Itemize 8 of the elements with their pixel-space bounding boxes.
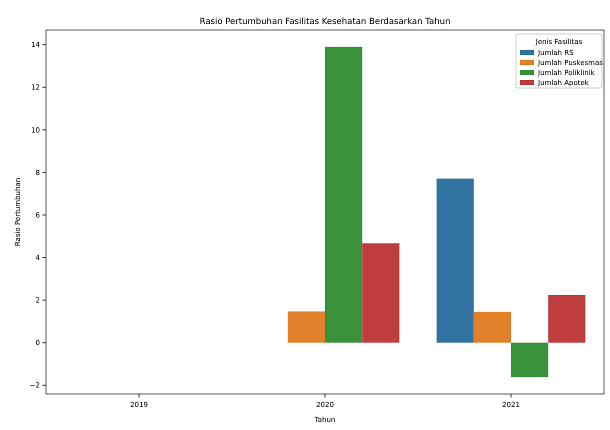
- bar: [288, 311, 325, 343]
- bar: [362, 243, 400, 343]
- chart-title: Rasio Pertumbuhan Fasilitas Kesehatan Berdasarkan Tahun: [200, 17, 450, 27]
- bar: [548, 295, 586, 343]
- bar: [325, 46, 362, 343]
- bar: [511, 342, 548, 378]
- bar: [436, 178, 474, 343]
- bar: [474, 312, 511, 343]
